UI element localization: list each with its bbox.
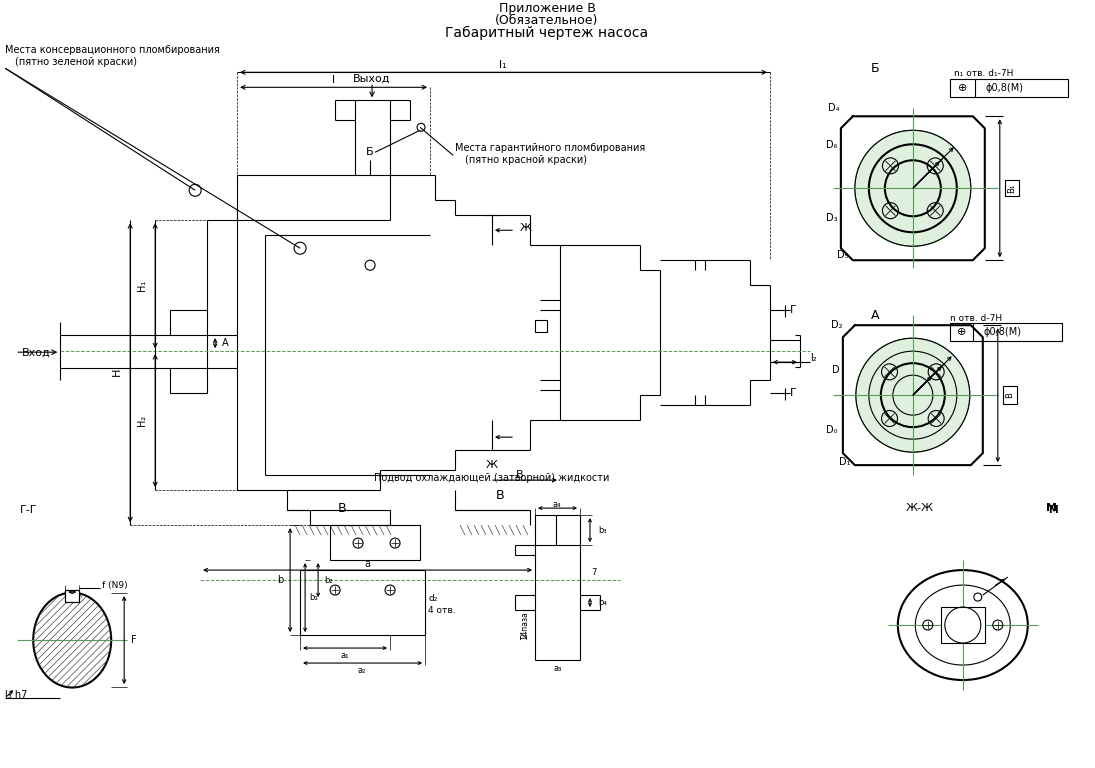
Text: b₂: b₂ bbox=[324, 575, 333, 584]
Text: D₆: D₆ bbox=[827, 141, 838, 151]
Text: Ж-Ж: Ж-Ж bbox=[906, 503, 934, 513]
Text: ϕ0,8(М): ϕ0,8(М) bbox=[986, 83, 1024, 93]
Text: Габаритный чертеж насоса: Габаритный чертеж насоса bbox=[446, 26, 648, 41]
Bar bbox=[330, 525, 420, 560]
Text: a₁: a₁ bbox=[341, 650, 349, 660]
Text: ϕ0,8(М): ϕ0,8(М) bbox=[983, 327, 1022, 337]
Text: Ж: Ж bbox=[520, 223, 532, 233]
Text: Места гарантийного пломбирования: Места гарантийного пломбирования bbox=[456, 144, 645, 154]
Text: D₂: D₂ bbox=[831, 320, 843, 330]
Bar bbox=[66, 590, 79, 602]
Text: B₁: B₁ bbox=[1007, 184, 1016, 193]
Text: l₃ h7: l₃ h7 bbox=[5, 690, 27, 700]
Text: F: F bbox=[131, 635, 137, 645]
Text: Г: Г bbox=[789, 388, 796, 398]
Text: D₁: D₁ bbox=[839, 457, 851, 467]
Text: 2 паза: 2 паза bbox=[520, 612, 530, 638]
Text: 14: 14 bbox=[520, 630, 530, 641]
Text: Г-Г: Г-Г bbox=[20, 505, 37, 515]
Text: Места консервационного пломбирования: Места консервационного пломбирования bbox=[5, 45, 220, 55]
Bar bbox=[1005, 180, 1018, 197]
Text: n₁ отв. d₁-7H: n₁ отв. d₁-7H bbox=[954, 69, 1013, 78]
Text: (пятно зеленой краски): (пятно зеленой краски) bbox=[15, 58, 137, 68]
Circle shape bbox=[855, 131, 971, 247]
Text: Б: Б bbox=[366, 147, 373, 157]
Text: l₁: l₁ bbox=[499, 61, 507, 71]
Text: D₄: D₄ bbox=[829, 103, 840, 114]
Bar bbox=[66, 590, 79, 602]
Text: Выход: Выход bbox=[354, 73, 391, 83]
Text: b: b bbox=[277, 575, 284, 585]
Text: М: М bbox=[1048, 505, 1058, 515]
Text: H: H bbox=[112, 368, 123, 376]
Text: 7: 7 bbox=[591, 568, 597, 577]
Text: ⊕: ⊕ bbox=[957, 327, 967, 337]
Bar bbox=[1003, 386, 1017, 404]
Bar bbox=[535, 515, 580, 545]
Text: D₀: D₀ bbox=[827, 425, 838, 435]
Circle shape bbox=[856, 338, 970, 452]
Text: n отв. d-7H: n отв. d-7H bbox=[949, 313, 1002, 323]
Text: b₁: b₁ bbox=[310, 593, 319, 601]
Text: ⊕: ⊕ bbox=[958, 83, 968, 93]
Text: (Обязательное): (Обязательное) bbox=[495, 14, 599, 27]
Text: a₄: a₄ bbox=[553, 500, 562, 508]
Text: a₂: a₂ bbox=[358, 666, 366, 674]
Text: H₁: H₁ bbox=[137, 280, 147, 291]
Text: b₄: b₄ bbox=[598, 598, 607, 607]
Text: l: l bbox=[332, 75, 335, 85]
Text: D₅: D₅ bbox=[838, 250, 849, 260]
Bar bbox=[949, 323, 1062, 341]
Text: H₂: H₂ bbox=[137, 415, 147, 425]
Text: Б: Б bbox=[871, 61, 879, 74]
Text: a₃: a₃ bbox=[554, 664, 562, 673]
Text: Г: Г bbox=[789, 305, 796, 315]
Text: D₃: D₃ bbox=[827, 214, 838, 223]
Text: (пятно красной краски): (пятно красной краски) bbox=[465, 155, 587, 165]
Text: b₃: b₃ bbox=[598, 525, 607, 535]
Text: 4 отв.: 4 отв. bbox=[428, 606, 456, 614]
Text: D: D bbox=[832, 365, 840, 376]
Text: В: В bbox=[516, 470, 523, 480]
Text: Подвод охлаждающей (затворной) жидкости: Подвод охлаждающей (затворной) жидкости bbox=[374, 473, 610, 483]
Text: l₂: l₂ bbox=[810, 353, 817, 363]
Text: d₂: d₂ bbox=[428, 594, 437, 603]
Text: A: A bbox=[222, 338, 229, 348]
Text: Приложение В: Приложение В bbox=[498, 2, 596, 15]
Bar bbox=[941, 607, 984, 643]
Text: М: М bbox=[1047, 503, 1058, 513]
Text: А: А bbox=[871, 309, 879, 322]
Text: f (N9): f (N9) bbox=[102, 581, 128, 590]
Text: B: B bbox=[1005, 392, 1014, 398]
Text: a: a bbox=[364, 559, 370, 569]
Text: Вход: Вход bbox=[22, 347, 51, 357]
Bar bbox=[300, 570, 425, 635]
Text: В: В bbox=[496, 488, 505, 502]
Bar bbox=[949, 79, 1068, 98]
Text: В: В bbox=[337, 502, 346, 515]
Text: Ж: Ж bbox=[486, 460, 498, 470]
Bar bbox=[535, 320, 548, 333]
